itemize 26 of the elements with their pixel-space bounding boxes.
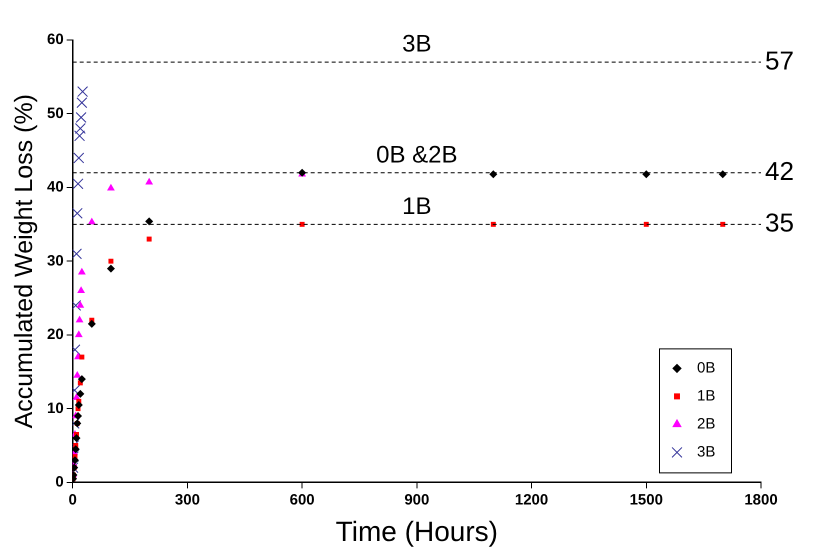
x-tick-label: 600 (290, 492, 315, 509)
legend-label: 2B (697, 416, 716, 433)
ref-line-label: 57 (765, 45, 794, 76)
ref-line-label: 42 (765, 156, 794, 186)
legend-label: 1B (697, 388, 716, 405)
y-tick-label: 30 (46, 252, 64, 270)
legend-label: 3B (697, 444, 716, 461)
annotation: 1B (402, 192, 432, 220)
x-axis-title: Time (Hours) (336, 516, 498, 547)
annotation: 3B (402, 30, 432, 58)
x-tick-label: 300 (174, 492, 200, 509)
y-tick-label: 0 (55, 474, 64, 491)
ref-line-label: 35 (765, 208, 794, 238)
legend-label: 0B (697, 360, 716, 377)
x-tick-label: 0 (68, 492, 77, 509)
x-tick-label: 1200 (514, 492, 548, 509)
y-tick-label: 60 (46, 31, 64, 48)
x-tick-label: 1800 (744, 492, 778, 509)
x-tick-label: 1500 (630, 492, 663, 509)
annotation: 0B &2B (376, 141, 458, 168)
y-tick-label: 50 (46, 104, 64, 122)
y-tick-label: 10 (46, 400, 64, 417)
y-axis-title: Accumulated Weight Loss (%) (10, 94, 38, 428)
y-tick-label: 20 (46, 326, 64, 344)
x-tick-label: 900 (404, 492, 430, 509)
y-tick-label: 40 (46, 178, 64, 196)
